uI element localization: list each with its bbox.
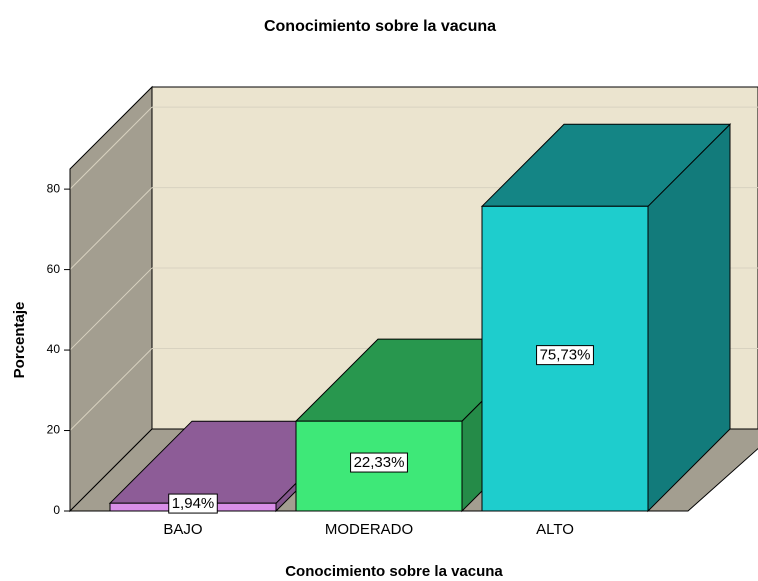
value-label-box	[350, 452, 408, 473]
value-label: 1,94%	[172, 495, 215, 512]
grid-line	[69, 106, 153, 190]
grid-line	[69, 267, 153, 351]
y-tick-label: 60	[47, 262, 61, 276]
y-axis-title: Porcentaje	[11, 302, 28, 379]
value-label-box	[536, 345, 594, 366]
grid-line	[69, 187, 153, 270]
y-tick-label: 20	[47, 423, 61, 437]
y-tick-label: 40	[47, 342, 61, 356]
value-label: 75,73%	[540, 347, 591, 364]
y-tick-label: 0	[53, 503, 60, 517]
y-tick-label: 80	[47, 181, 61, 195]
value-label-box	[168, 493, 218, 514]
grid-line	[69, 348, 153, 431]
x-tick-label: BAJO	[163, 521, 202, 538]
x-tick-label: ALTO	[536, 521, 574, 538]
x-tick-label: MODERADO	[325, 521, 413, 538]
x-axis-title: Conocimiento sobre la vacuna	[285, 563, 503, 580]
value-label: 22,33%	[354, 454, 405, 471]
chart-title: Conocimiento sobre la vacuna	[264, 18, 496, 35]
